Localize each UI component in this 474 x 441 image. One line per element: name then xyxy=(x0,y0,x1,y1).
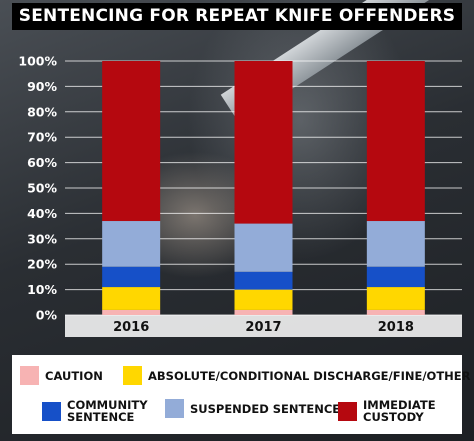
legend-label-suspended: SUSPENDED SENTENCE xyxy=(190,401,341,416)
bar-segment-absolute-conditional-discharge-fine-other-2017 xyxy=(234,289,293,310)
legend-item-community: COMMUNITY SENTENCE xyxy=(42,399,148,423)
legend-label-community-line2: SENTENCE xyxy=(67,410,135,424)
y-tick-label: 0% xyxy=(36,308,58,323)
bar-segment-caution-2018 xyxy=(366,309,425,315)
stacked-bar-chart: 0%10%20%30%40%50%60%70%80%90%100% 2016 20… xyxy=(18,54,462,337)
x-tick-label-2017: 2017 xyxy=(245,320,281,335)
legend-swatch-caution xyxy=(20,366,39,385)
bar-segment-immediate-custody-2017 xyxy=(234,61,293,224)
y-tick-label: 50% xyxy=(27,181,57,196)
y-axis-ticks: 0% 10% 20% 30% 40% 50% 60% 70% 80% 90% 100% xyxy=(18,54,57,323)
y-tick-label: 60% xyxy=(27,155,57,170)
x-axis-labels: 2016 2017 2018 xyxy=(113,320,414,335)
bar-segment-immediate-custody-2018 xyxy=(366,61,425,222)
bar-segment-suspended-sentence-2018 xyxy=(366,221,425,267)
bar-segment-suspended-sentence-2016 xyxy=(102,221,161,267)
legend-label-caution: CAUTION xyxy=(45,368,103,383)
legend-label-custody-line1: IMMEDIATE xyxy=(363,398,436,412)
legend-swatch-custody xyxy=(338,401,357,421)
legend-item-caution: CAUTION xyxy=(20,366,103,385)
legend-label-custody: IMMEDIATE CUSTODY xyxy=(363,399,436,423)
bar-segment-absolute-conditional-discharge-fine-other-2018 xyxy=(366,287,425,310)
legend-item-custody: IMMEDIATE CUSTODY xyxy=(338,399,436,423)
bar-segment-suspended-sentence-2017 xyxy=(234,223,293,272)
y-tick-label: 40% xyxy=(27,206,57,221)
legend-item-discharge: ABSOLUTE/CONDITIONAL DISCHARGE/FINE/OTHE… xyxy=(123,366,471,385)
x-tick-label-2016: 2016 xyxy=(113,320,149,335)
x-tick-label-2018: 2018 xyxy=(378,320,414,335)
y-tick-label: 100% xyxy=(18,54,57,69)
bar-segment-absolute-conditional-discharge-fine-other-2016 xyxy=(102,287,161,310)
bars xyxy=(102,61,425,315)
legend-item-suspended: SUSPENDED SENTENCE xyxy=(165,399,340,418)
y-tick-label: 70% xyxy=(27,130,57,145)
bar-segment-community-sentence-2018 xyxy=(366,266,425,288)
legend-swatch-community xyxy=(42,401,61,421)
bar-segment-community-sentence-2016 xyxy=(102,266,161,288)
legend: CAUTION ABSOLUTE/CONDITIONAL DISCHARGE/F… xyxy=(12,355,471,434)
legend-label-community: COMMUNITY SENTENCE xyxy=(67,399,148,423)
legend-label-custody-line2: CUSTODY xyxy=(363,410,424,424)
legend-swatch-discharge xyxy=(123,366,142,385)
legend-label-discharge: ABSOLUTE/CONDITIONAL DISCHARGE/FINE/OTHE… xyxy=(148,368,471,383)
y-tick-label: 30% xyxy=(27,231,57,246)
y-tick-label: 80% xyxy=(27,104,57,119)
bar-segment-immediate-custody-2016 xyxy=(102,61,161,222)
y-tick-label: 10% xyxy=(27,282,57,297)
bar-segment-caution-2017 xyxy=(234,309,293,315)
legend-swatch-suspended xyxy=(165,399,184,418)
legend-label-community-line1: COMMUNITY xyxy=(67,398,148,412)
bar-segment-caution-2016 xyxy=(102,309,161,315)
bar-segment-community-sentence-2017 xyxy=(234,271,293,290)
chart-title: SENTENCING FOR REPEAT KNIFE OFFENDERS xyxy=(12,3,462,30)
y-tick-label: 20% xyxy=(27,257,57,272)
y-tick-label: 90% xyxy=(27,79,57,94)
x-axis-band xyxy=(65,315,462,337)
